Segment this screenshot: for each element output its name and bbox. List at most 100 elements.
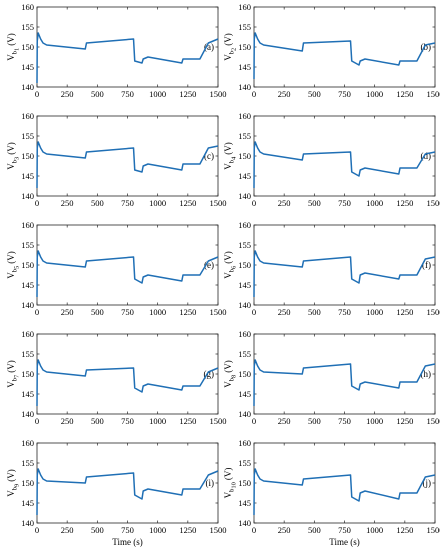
x-tick-label: 0 <box>252 198 256 208</box>
x-tick-label: 250 <box>278 198 291 208</box>
x-tick-label: 0 <box>35 525 39 535</box>
x-tick-label: 500 <box>308 307 321 317</box>
x-tick-label: 1500 <box>210 198 227 208</box>
y-tick-label: 150 <box>238 478 251 488</box>
x-tick-label: 1250 <box>179 525 196 535</box>
y-axis-label-unit: (V) <box>6 360 16 373</box>
y-tick-label: 140 <box>238 300 251 310</box>
y-axis-label: Vb8 (V) <box>223 360 238 388</box>
x-tick-label: 500 <box>91 307 104 317</box>
x-tick-label: 1000 <box>366 525 383 535</box>
y-tick-label: 145 <box>21 498 34 508</box>
y-tick-label: 145 <box>21 280 34 290</box>
x-tick-label: 1500 <box>210 525 227 535</box>
voltage-series-line <box>253 250 436 298</box>
panel-d: 0 250 500 750 1000 1250 1500 140 145 150 155 160 Vb4… <box>223 111 440 208</box>
y-axis-label-sub: b <box>229 489 236 492</box>
voltage-series-line <box>253 468 436 516</box>
x-tick-label: 0 <box>35 307 39 317</box>
panel-i: 0 250 500 750 1000 1250 1500 140 145 150 155 160 Vb9… <box>6 438 227 547</box>
y-tick-label: 160 <box>238 2 251 12</box>
y-axis-label-unit: (V) <box>6 33 16 46</box>
panel-f: 0 250 500 750 1000 1250 1500 140 145 150 155 160 Vb6… <box>223 220 440 317</box>
y-axis-label-main: V <box>223 272 233 279</box>
y-tick-label: 150 <box>238 151 251 161</box>
y-axis-label-sub: b <box>229 378 236 381</box>
y-axis-label-main: V <box>223 163 233 170</box>
x-tick-label: 1000 <box>149 307 166 317</box>
y-axis-label-main: V <box>223 491 233 498</box>
x-tick-label: 500 <box>308 198 321 208</box>
y-tick-label: 150 <box>21 369 34 379</box>
x-tick-label: 500 <box>308 416 321 426</box>
y-axis-label-subsub: 2 <box>231 48 238 51</box>
x-tick-label: 1500 <box>427 307 440 317</box>
panel-a: 0 250 500 750 1000 1250 1500 140 145 150 155 160 Vb1… <box>6 2 227 99</box>
x-tick-label: 750 <box>338 198 351 208</box>
y-tick-label: 150 <box>238 369 251 379</box>
panel-j: 0 250 500 750 1000 1250 1500 140 145 150 155 160 Vb1… <box>223 438 440 547</box>
x-tick-label: 750 <box>338 525 351 535</box>
y-tick-label: 155 <box>238 458 251 468</box>
y-axis-label-unit: (V) <box>6 251 16 264</box>
y-axis-label-main: V <box>6 490 16 497</box>
x-tick-label: 1000 <box>149 89 166 99</box>
panel-c: 0 250 500 750 1000 1250 1500 140 145 150 155 160 Vb3… <box>6 111 227 208</box>
y-axis-label: Vb1 (V) <box>6 33 21 61</box>
x-tick-label: 1000 <box>149 416 166 426</box>
y-tick-label: 160 <box>21 111 34 121</box>
y-tick-label: 155 <box>238 240 251 250</box>
y-axis-label-subsub: 4 <box>231 156 238 160</box>
y-axis-label-sub: b <box>229 160 236 163</box>
y-axis-label-main: V <box>6 54 16 61</box>
y-tick-label: 145 <box>238 171 251 181</box>
y-axis-label: Vb9 (V) <box>6 469 21 497</box>
y-tick-label: 145 <box>238 498 251 508</box>
y-tick-label: 150 <box>238 260 251 270</box>
panel-label: (e) <box>204 260 214 270</box>
y-axis-label: Vb5 (V) <box>6 251 21 279</box>
y-tick-label: 155 <box>21 349 34 359</box>
x-tick-label: 500 <box>91 89 104 99</box>
y-axis-label-unit: (V) <box>223 33 233 46</box>
y-tick-label: 140 <box>21 191 34 201</box>
y-axis-label: Vb10(V) <box>223 468 238 499</box>
x-tick-label: 500 <box>91 525 104 535</box>
y-tick-label: 150 <box>21 260 34 270</box>
y-tick-label: 140 <box>238 191 251 201</box>
y-axis-label-subsub: 1 <box>14 48 21 51</box>
panel-label: (a) <box>204 42 214 52</box>
x-tick-label: 1500 <box>427 416 440 426</box>
y-tick-label: 150 <box>21 478 34 488</box>
voltage-series-line <box>36 250 219 298</box>
panel-label: (g) <box>204 369 215 379</box>
x-tick-label: 250 <box>278 416 291 426</box>
x-tick-label: 1250 <box>396 307 413 317</box>
panel-label: (c) <box>204 151 214 161</box>
x-tick-label: 250 <box>61 307 74 317</box>
x-tick-label: 750 <box>338 416 351 426</box>
x-tick-label: 0 <box>252 89 256 99</box>
y-tick-label: 145 <box>238 389 251 399</box>
y-axis-label-main: V <box>6 381 16 388</box>
x-tick-label: 500 <box>308 525 321 535</box>
panel-label: (b) <box>421 42 432 52</box>
y-tick-label: 155 <box>238 22 251 32</box>
y-tick-label: 145 <box>21 389 34 399</box>
y-axis-label-sub: b <box>12 51 19 54</box>
x-tick-label: 250 <box>61 89 74 99</box>
y-tick-label: 145 <box>238 280 251 290</box>
y-axis-label: Vb4(V) <box>223 142 238 170</box>
x-tick-label: 500 <box>308 89 321 99</box>
x-tick-label: 1250 <box>179 307 196 317</box>
y-axis-label-unit: (V) <box>223 360 233 373</box>
y-axis-label-main: V <box>6 163 16 170</box>
voltage-series-line <box>36 468 219 516</box>
y-axis-label-unit: (V) <box>6 469 16 482</box>
x-tick-label: 1500 <box>427 198 440 208</box>
x-tick-label: 250 <box>278 307 291 317</box>
panel-label: (j) <box>423 478 432 488</box>
y-tick-label: 155 <box>21 458 34 468</box>
panel-h: 0 250 500 750 1000 1250 1500 140 145 150 155 160 Vb8… <box>223 329 440 426</box>
